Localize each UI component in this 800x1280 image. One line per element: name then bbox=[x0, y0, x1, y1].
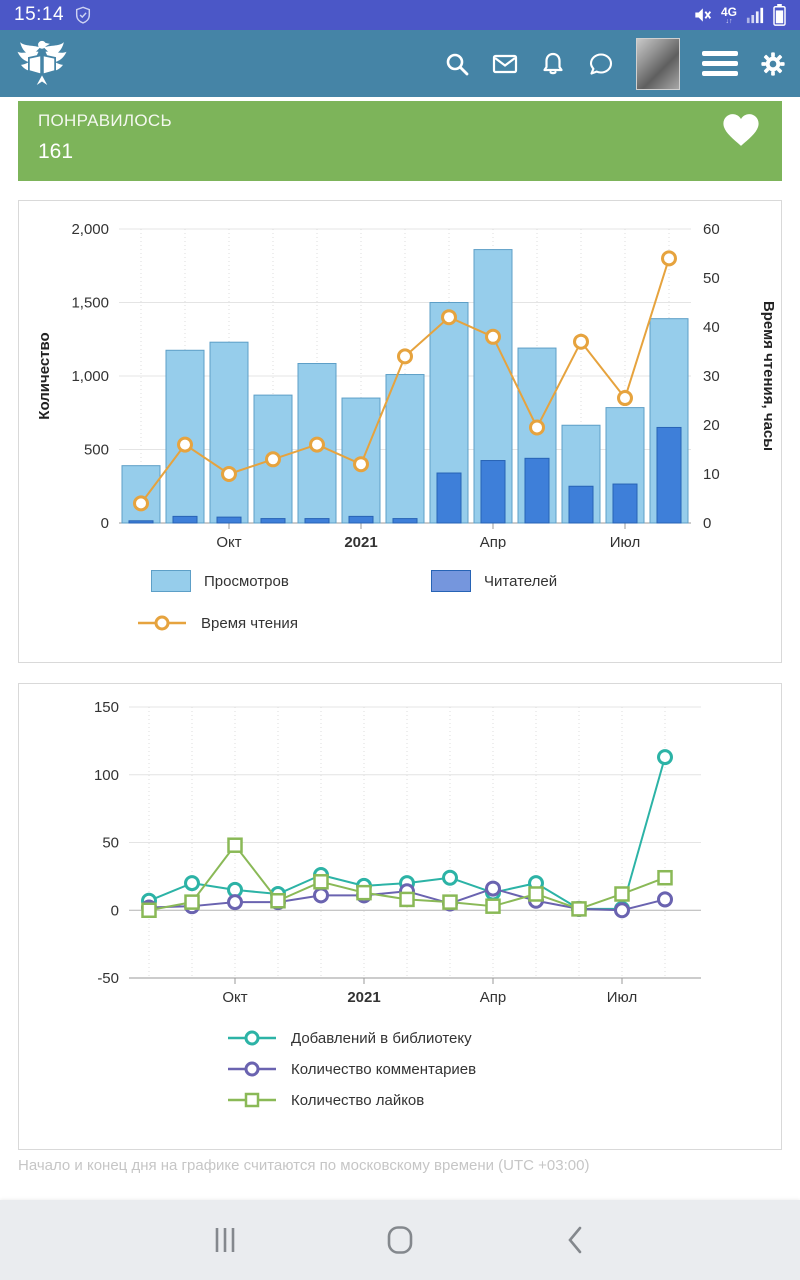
engagement-chart-card: -50 0 50 100 150 Окт 2021 Апр Июл Добавлений в б… bbox=[18, 683, 782, 1150]
legend-label: Количество комментариев bbox=[291, 1060, 477, 1078]
svg-text:0: 0 bbox=[703, 515, 711, 532]
gear-icon[interactable] bbox=[760, 51, 786, 77]
network-4g: 4G ↓↑ bbox=[720, 4, 737, 25]
legend-swatch bbox=[151, 570, 191, 592]
svg-text:-50: -50 bbox=[97, 970, 119, 987]
legend-swatch bbox=[228, 1030, 276, 1046]
mail-icon[interactable] bbox=[492, 51, 518, 77]
legend-item-2[interactable]: Количество комментариев bbox=[226, 1060, 781, 1078]
engagement-chart: -50 0 50 100 150 Окт 2021 Апр Июл bbox=[94, 699, 701, 1006]
legend-swatch bbox=[138, 615, 186, 631]
svg-text:Июл: Июл bbox=[610, 534, 640, 549]
svg-text:10: 10 bbox=[703, 466, 720, 483]
markers-Время чтения bbox=[133, 250, 677, 512]
svg-text:Время чтения, часы: Время чтения, часы bbox=[760, 301, 777, 451]
status-bar: 15:14 4G ↓↑ bbox=[0, 0, 800, 30]
views-readers-chart: 0 500 1,000 1,500 2,000 0 10 20 30 40 50 60 Окт 2021 А… bbox=[36, 221, 777, 551]
recents-button[interactable] bbox=[138, 1225, 313, 1255]
legend-label: Читателей bbox=[484, 572, 558, 590]
legend-label: Просмотров bbox=[204, 572, 289, 590]
svg-text:Апр: Апр bbox=[480, 989, 506, 1006]
svg-text:30: 30 bbox=[703, 368, 720, 385]
svg-text:50: 50 bbox=[703, 270, 720, 287]
menu-icon[interactable] bbox=[702, 51, 738, 76]
svg-text:2021: 2021 bbox=[347, 989, 380, 1006]
legend-swatch bbox=[228, 1092, 276, 1108]
liked-stat-banner: ПОНРАВИЛОСЬ 161 bbox=[18, 101, 782, 181]
svg-text:Апр: Апр bbox=[480, 534, 506, 549]
android-nav-bar bbox=[0, 1200, 800, 1280]
mute-icon bbox=[695, 8, 712, 22]
svg-text:1,500: 1,500 bbox=[71, 295, 109, 312]
home-button[interactable] bbox=[313, 1225, 488, 1255]
legend-item-1[interactable]: Добавлений в библиотеку bbox=[226, 1029, 781, 1047]
svg-text:20: 20 bbox=[703, 417, 720, 434]
svg-text:Июл: Июл bbox=[607, 989, 637, 1006]
clock: 15:14 bbox=[14, 4, 65, 25]
legend-item-1[interactable]: Просмотров bbox=[151, 570, 289, 592]
svg-text:50: 50 bbox=[102, 835, 119, 852]
signal-icon bbox=[746, 7, 764, 24]
logo-griffin-icon[interactable] bbox=[14, 36, 70, 92]
svg-text:100: 100 bbox=[94, 767, 119, 784]
legend-item-3[interactable]: Время чтения bbox=[136, 614, 298, 632]
legend-item-2[interactable]: Читателей bbox=[431, 570, 557, 592]
svg-text:500: 500 bbox=[84, 442, 109, 459]
avatar[interactable] bbox=[636, 37, 680, 90]
bars-Читателей bbox=[128, 426, 682, 524]
svg-text:Окт: Окт bbox=[216, 534, 241, 549]
svg-text:Количество: Количество bbox=[36, 332, 53, 419]
legend-label: Количество лайков bbox=[291, 1091, 425, 1109]
liked-label: ПОНРАВИЛОСЬ bbox=[38, 111, 172, 130]
views-readers-chart-card: 0 500 1,000 1,500 2,000 0 10 20 30 40 50 60 Окт 2021 А… bbox=[18, 200, 782, 663]
back-button[interactable] bbox=[488, 1225, 663, 1255]
search-icon[interactable] bbox=[444, 51, 470, 77]
chart2-legend: Добавлений в библиотеку Количество коммен… bbox=[19, 1029, 781, 1109]
chat-icon[interactable] bbox=[588, 51, 614, 77]
svg-text:1,000: 1,000 bbox=[71, 368, 109, 385]
svg-text:Окт: Окт bbox=[222, 989, 247, 1006]
battery-icon bbox=[773, 4, 786, 26]
svg-text:0: 0 bbox=[111, 902, 119, 919]
svg-text:0: 0 bbox=[101, 515, 109, 532]
heart-icon bbox=[723, 114, 759, 146]
liked-count: 161 bbox=[38, 140, 74, 163]
svg-text:40: 40 bbox=[703, 319, 720, 336]
svg-text:2,000: 2,000 bbox=[71, 221, 109, 238]
bell-icon[interactable] bbox=[540, 51, 566, 77]
timezone-note: Начало и конец дня на графике считаются … bbox=[18, 1157, 590, 1174]
legend-swatch bbox=[431, 570, 471, 592]
legend-label: Время чтения bbox=[201, 614, 298, 632]
shield-check-icon bbox=[76, 6, 91, 24]
svg-text:150: 150 bbox=[94, 699, 119, 716]
legend-label: Добавлений в библиотеку bbox=[291, 1029, 472, 1047]
svg-text:2021: 2021 bbox=[344, 534, 377, 549]
markers-Количество лайков bbox=[141, 837, 673, 918]
app-header bbox=[0, 30, 800, 97]
legend-swatch bbox=[228, 1061, 276, 1077]
bars-Просмотров bbox=[121, 249, 689, 524]
svg-text:60: 60 bbox=[703, 221, 720, 238]
legend-item-3[interactable]: Количество лайков bbox=[226, 1091, 781, 1109]
chart1-legend: Просмотров Читателей Время чтения bbox=[19, 570, 781, 654]
